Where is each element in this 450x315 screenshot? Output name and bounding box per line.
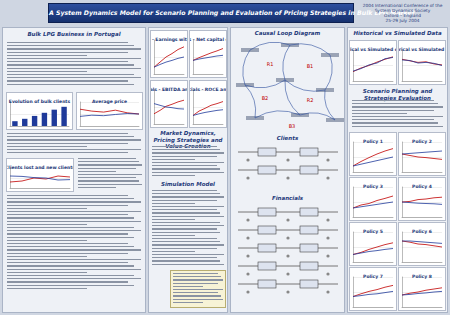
svg-text:Policy 4: Policy 4 (412, 184, 432, 189)
svg-text:Evolution of bulk clients: Evolution of bulk clients (9, 99, 71, 104)
html-text:Financials: Financials (271, 195, 304, 201)
svg-text:Financials - EBITDA and ROCE: Financials - EBITDA and ROCE (151, 87, 187, 92)
svg-text:R1: R1 (267, 61, 274, 67)
svg-text:Financials - ROCE and NPV: Financials - ROCE and NPV (190, 87, 226, 92)
svg-text:Policy 6: Policy 6 (412, 229, 432, 234)
svg-text:Historical vs Simulated client: Historical vs Simulated clients (350, 47, 396, 52)
svg-text:Policy 8: Policy 8 (412, 274, 432, 279)
svg-text:Policy 7: Policy 7 (363, 274, 383, 279)
svg-text:Average price: Average price (92, 99, 127, 104)
html-text:Bulk LPG Business in Portugal: Bulk LPG Business in Portugal (27, 31, 121, 37)
svg-text:B2: B2 (262, 95, 269, 101)
svg-text:B1: B1 (307, 63, 314, 69)
html-text:Historical vs Simulated Data: Historical vs Simulated Data (353, 30, 442, 36)
html-text:Oxford – England: Oxford – England (384, 13, 421, 18)
html-text:Simulation Model: Simulation Model (161, 181, 215, 187)
svg-text:Policy 1: Policy 1 (363, 139, 383, 144)
svg-text:Financials - Net capital emplo: Financials - Net capital employed (190, 37, 226, 42)
html-text:System Dynamics Society: System Dynamics Society (374, 8, 431, 13)
svg-text:R2: R2 (307, 97, 314, 103)
html-text:25-29 July 2004: 25-29 July 2004 (385, 18, 420, 23)
html-text:Clients: Clients (276, 135, 299, 141)
svg-text:Policy 3: Policy 3 (363, 184, 383, 189)
html-text:Market Dynamics, Pricing Strat: Market Dynamics, Pricing Strategies and … (153, 130, 223, 149)
svg-text:B3: B3 (289, 123, 296, 129)
svg-text:Policy 2: Policy 2 (412, 139, 432, 144)
html-text:Causal Loop Diagram: Causal Loop Diagram (254, 30, 321, 36)
svg-text:Policy 5: Policy 5 (363, 229, 383, 234)
svg-text:Financials - Earnings with str: Financials - Earnings with strategy (151, 37, 187, 42)
svg-text:Clients lost and new clients: Clients lost and new clients (7, 165, 73, 170)
html-text:2004 International Conference: 2004 International Conference of the (362, 3, 443, 8)
html-text:A System Dynamics Model for Sc: A System Dynamics Model for Scenario Pla… (49, 9, 415, 16)
svg-text:Historical vs Simulated price: Historical vs Simulated price (399, 47, 445, 52)
html-text:Scenario Planning and Strategi: Scenario Planning and Strategies Evaluat… (362, 88, 433, 101)
